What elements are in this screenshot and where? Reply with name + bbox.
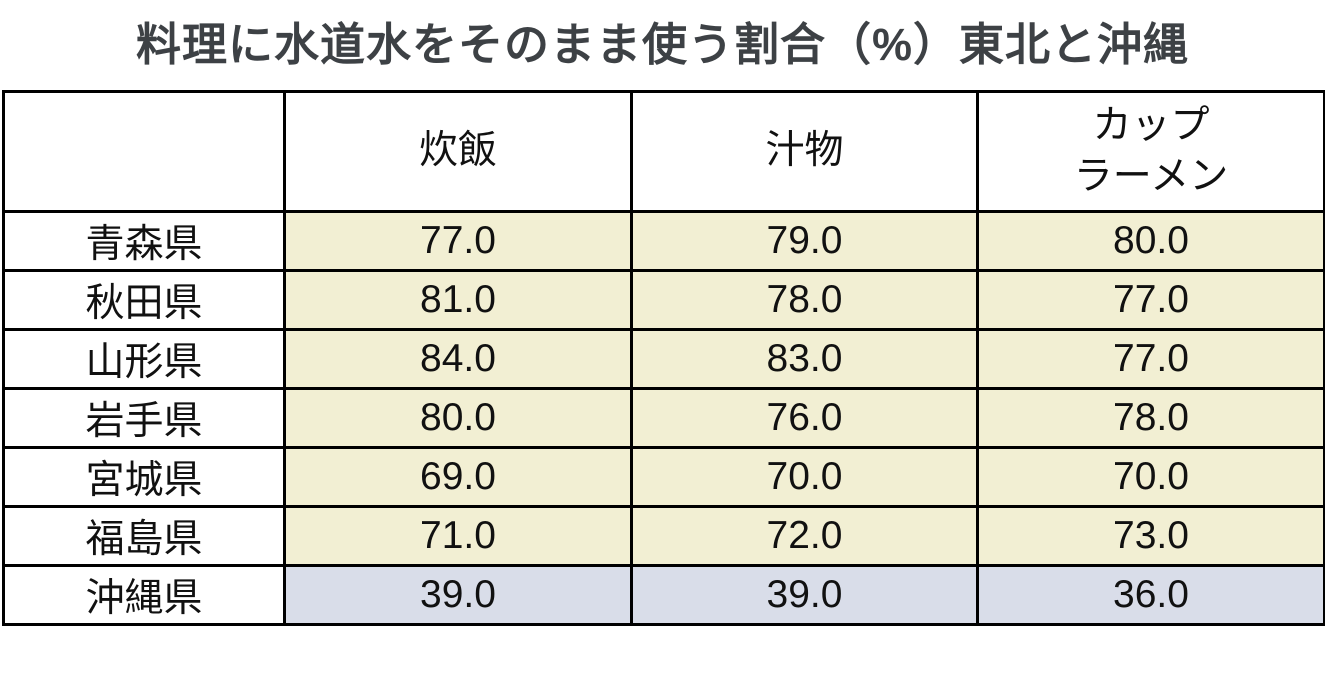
data-cell: 71.0 <box>283 505 633 567</box>
table-row-fukushima: 福島県 71.0 72.0 73.0 <box>2 505 1325 567</box>
table-row-iwate: 岩手県 80.0 76.0 78.0 <box>2 387 1325 449</box>
data-cell: 73.0 <box>976 505 1325 567</box>
column-header-shirumono: 汁物 <box>630 90 979 213</box>
column-header-suihan: 炊飯 <box>283 90 633 213</box>
data-cell: 80.0 <box>976 210 1325 272</box>
data-cell: 36.0 <box>976 564 1325 626</box>
tap-water-usage-table: 炊飯 汁物 カップ ラーメン 青森県 77.0 79.0 80.0 秋田県 81… <box>2 90 1325 626</box>
row-label: 岩手県 <box>2 387 286 449</box>
data-cell: 77.0 <box>976 269 1325 331</box>
data-cell: 79.0 <box>630 210 979 272</box>
row-label: 沖縄県 <box>2 564 286 626</box>
data-cell: 77.0 <box>283 210 633 272</box>
data-cell: 77.0 <box>976 328 1325 390</box>
data-cell: 72.0 <box>630 505 979 567</box>
data-cell: 70.0 <box>976 446 1325 508</box>
table-row-okinawa: 沖縄県 39.0 39.0 36.0 <box>2 564 1325 626</box>
page-title: 料理に水道水をそのまま使う割合（%）東北と沖縄 <box>135 19 1189 70</box>
row-label: 宮城県 <box>2 446 286 508</box>
table-row-yamagata: 山形県 84.0 83.0 77.0 <box>2 328 1325 390</box>
data-cell: 78.0 <box>630 269 979 331</box>
table-row-akita: 秋田県 81.0 78.0 77.0 <box>2 269 1325 331</box>
data-cell: 81.0 <box>283 269 633 331</box>
table-row-miyagi: 宮城県 69.0 70.0 70.0 <box>2 446 1325 508</box>
data-cell: 39.0 <box>630 564 979 626</box>
data-cell: 80.0 <box>283 387 633 449</box>
column-header-cup-ramen: カップ ラーメン <box>976 90 1325 213</box>
data-cell: 78.0 <box>976 387 1325 449</box>
row-label: 秋田県 <box>2 269 286 331</box>
data-cell: 70.0 <box>630 446 979 508</box>
data-cell: 76.0 <box>630 387 979 449</box>
data-cell: 39.0 <box>283 564 633 626</box>
row-label: 山形県 <box>2 328 286 390</box>
data-cell: 83.0 <box>630 328 979 390</box>
column-header-empty <box>2 90 286 213</box>
row-label: 青森県 <box>2 210 286 272</box>
header-row: 炊飯 汁物 カップ ラーメン <box>2 90 1325 213</box>
data-cell: 69.0 <box>283 446 633 508</box>
table-row-aomori: 青森県 77.0 79.0 80.0 <box>2 210 1325 272</box>
data-cell: 84.0 <box>283 328 633 390</box>
row-label: 福島県 <box>2 505 286 567</box>
